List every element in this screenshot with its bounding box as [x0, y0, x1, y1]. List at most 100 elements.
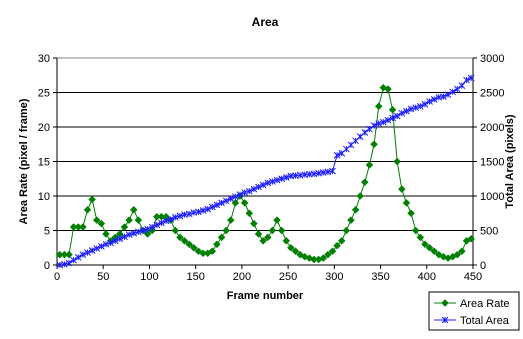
total-area-point: [107, 239, 114, 247]
total-area-point: [416, 102, 424, 110]
legend-items: Area Rate Total Area: [434, 298, 510, 327]
y-right-tick-label: 1500: [480, 157, 504, 169]
total-area-point: [389, 114, 396, 122]
area-rate-point: [319, 254, 328, 262]
total-area-point: [98, 243, 105, 250]
area-rate-point: [374, 102, 383, 111]
total-area-point: [65, 259, 73, 267]
area-rate-point: [416, 233, 425, 242]
area-rate-point: [213, 240, 221, 249]
y-left-tick-label: 20: [38, 122, 50, 134]
total-area-point: [379, 118, 387, 126]
area-rate-point: [425, 243, 434, 252]
total-area-point: [458, 82, 466, 89]
area-rate-point: [120, 223, 129, 231]
x-tick-label: 300: [325, 271, 343, 283]
area-rate-point: [458, 247, 466, 256]
total-area-point: [218, 199, 225, 207]
series-layer: [55, 74, 476, 269]
total-area-point: [333, 151, 341, 159]
gridlines: [57, 92, 473, 231]
area-rate-point: [226, 216, 235, 225]
total-area-point: [153, 221, 161, 229]
area-rate-point: [277, 226, 286, 235]
area-rate-point: [430, 247, 439, 256]
total-area-point: [264, 179, 272, 187]
y-left-tick-label: 5: [44, 226, 50, 238]
legend-label: Area Rate: [460, 298, 510, 310]
area-rate-point: [88, 195, 96, 204]
total-area-point: [375, 120, 383, 127]
area-rate-series: [55, 83, 476, 264]
total-area-point: [158, 219, 165, 227]
total-area-point: [116, 235, 124, 243]
total-area-point: [213, 201, 221, 209]
total-area-point: [176, 212, 184, 220]
area-rate-point: [208, 247, 217, 256]
y-right-tick-label: 500: [480, 226, 498, 238]
total-area-point: [162, 217, 170, 225]
x-tick-label: 450: [464, 271, 482, 283]
chart-title: Area: [252, 15, 279, 29]
total-area-point: [88, 247, 96, 254]
y-right-tick-label: 2500: [480, 88, 504, 100]
total-area-point: [412, 104, 420, 112]
area-rate-point: [384, 85, 392, 93]
y-right-tick-label: 2000: [480, 122, 504, 134]
area-rate-point: [180, 236, 189, 245]
x-tick-label: 250: [279, 271, 297, 283]
area-rate-point: [245, 209, 254, 218]
total-area-point: [144, 225, 151, 233]
total-area-point: [139, 227, 147, 234]
legend-label: Total Area: [460, 315, 510, 327]
legend: Area Rate Total Area: [428, 291, 520, 331]
total-area-point: [199, 207, 207, 214]
y-left-axis-label: Area Rate (pixel / frame): [18, 98, 30, 224]
total-area-point: [102, 240, 110, 248]
area-rate-point: [356, 192, 365, 200]
total-area-point: [361, 129, 369, 136]
y-left-tick-label: 25: [38, 88, 50, 100]
total-area-point: [111, 237, 119, 245]
total-area-point: [329, 167, 336, 175]
total-area-point: [255, 183, 262, 191]
total-area-point: [204, 205, 212, 213]
area-rate-point: [97, 219, 106, 228]
total-area-point: [407, 105, 415, 113]
total-area-point: [393, 112, 401, 120]
area-rate-point: [407, 209, 415, 218]
area-rate-point: [333, 241, 341, 250]
area-rate-point: [185, 240, 194, 249]
area-rate-point: [351, 205, 360, 214]
x-tick-label: 200: [233, 271, 251, 283]
area-rate-point: [342, 226, 351, 235]
total-area-point: [370, 122, 378, 129]
area-rate-point: [125, 216, 133, 225]
total-area-point: [430, 96, 438, 103]
area-rate-point: [79, 223, 87, 231]
total-area-point: [449, 88, 457, 96]
total-area-point: [195, 208, 202, 216]
y-left-tick-label: 30: [38, 53, 50, 65]
area-rate-point: [189, 243, 198, 252]
total-area-point: [426, 98, 433, 105]
total-area-point: [282, 174, 290, 181]
legend-swatch-marker: [441, 316, 449, 324]
y-right-tick-label: 1000: [480, 191, 504, 203]
x-tick-label: 350: [371, 271, 389, 283]
total-area-point: [125, 231, 133, 238]
total-area-point: [269, 178, 276, 185]
total-area-point: [61, 260, 68, 268]
total-area-point: [467, 74, 475, 82]
total-area-point: [250, 185, 258, 193]
y-left-tick-label: 10: [38, 191, 50, 203]
area-rate-point: [171, 226, 180, 235]
total-area-series: [56, 74, 475, 269]
area-rate-point: [176, 233, 184, 242]
area-rate-point: [263, 233, 272, 242]
area-rate-point: [83, 205, 92, 214]
total-area-point: [185, 210, 193, 218]
total-area-point: [421, 100, 429, 108]
